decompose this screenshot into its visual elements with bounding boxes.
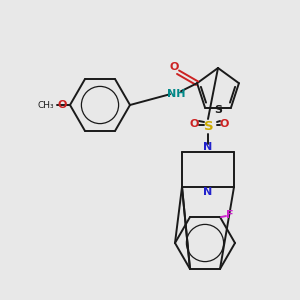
- Text: S: S: [204, 121, 214, 134]
- Text: F: F: [226, 210, 234, 220]
- Text: O: O: [169, 62, 179, 72]
- Text: NH: NH: [167, 89, 185, 99]
- Text: CH₃: CH₃: [38, 100, 54, 109]
- Text: N: N: [203, 142, 213, 152]
- Text: O: O: [189, 119, 199, 129]
- Text: O: O: [219, 119, 229, 129]
- Text: S: S: [214, 105, 222, 115]
- Text: O: O: [57, 100, 67, 110]
- Text: N: N: [203, 187, 213, 197]
